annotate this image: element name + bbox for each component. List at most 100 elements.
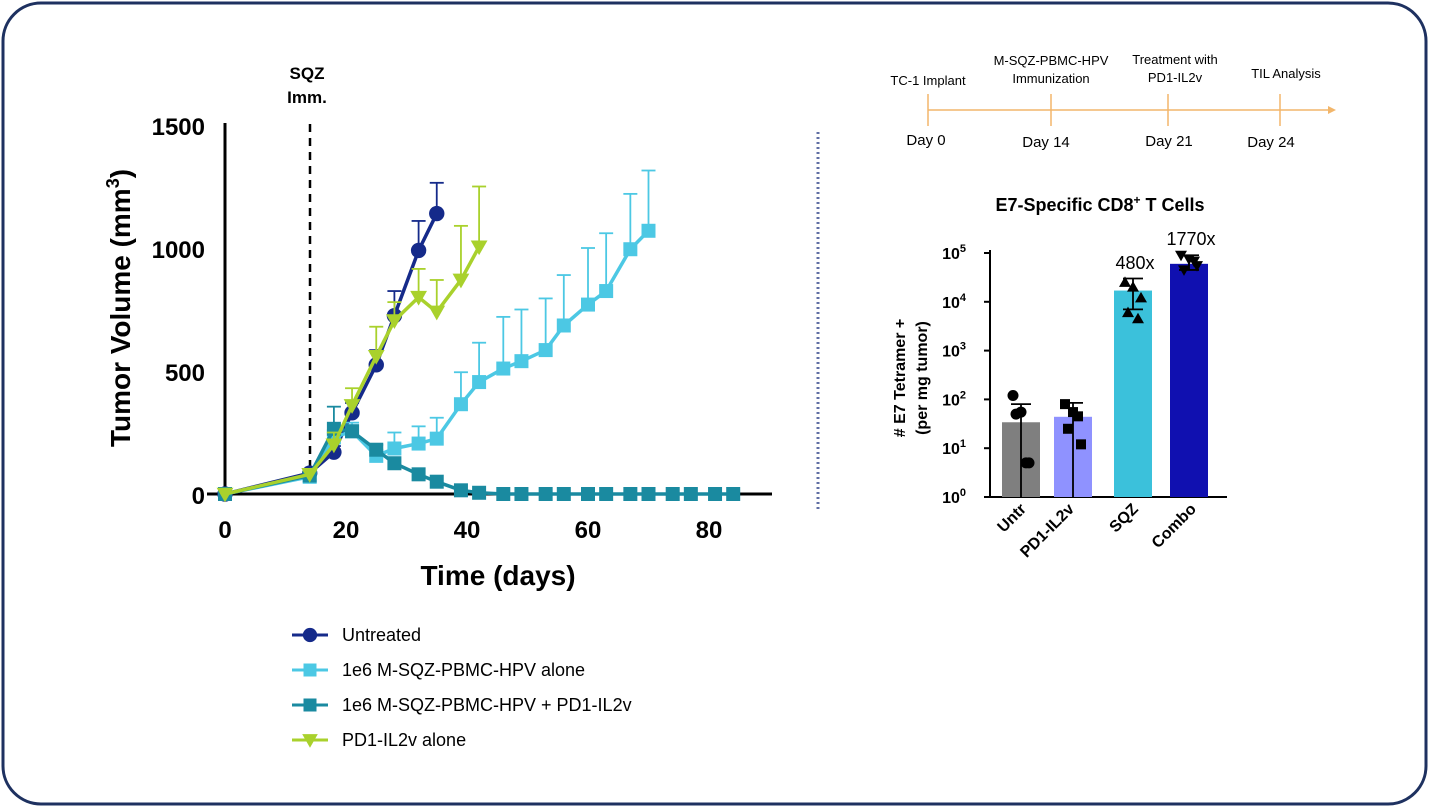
data-point	[343, 399, 361, 414]
bar-y-tick-label: 104	[942, 292, 967, 312]
bar-chart-plot-area	[1002, 250, 1208, 497]
bar-group-pd1-il2v	[1054, 399, 1092, 497]
tumor-volume-line-chart: 0 500 1000 1500 0 20 40 60 80 Time (days…	[103, 64, 772, 591]
y-tick-label: 1500	[152, 114, 205, 141]
data-point	[410, 242, 427, 259]
timeline-day-label: Day 21	[1145, 133, 1193, 150]
data-point	[428, 305, 446, 321]
data-point	[623, 242, 638, 257]
data-point	[665, 487, 680, 501]
bar-y-tick-label: 100	[942, 487, 966, 507]
data-point	[514, 487, 529, 501]
data-point	[496, 361, 511, 376]
legend-label: 1e6 M-SQZ-PBMC-HPV alone	[342, 660, 585, 680]
timeline-event-label: TIL Analysis	[1251, 66, 1321, 81]
bar-y-tick-label: 103	[942, 341, 966, 361]
bar-data-point	[1122, 306, 1134, 318]
data-point	[538, 343, 553, 358]
data-point	[623, 487, 638, 501]
series-4	[216, 185, 488, 503]
timeline-event-label: M-SQZ-PBMC-HPV	[994, 53, 1109, 68]
data-point	[581, 487, 595, 501]
timeline-event-label: TC-1 Implant	[890, 73, 966, 88]
data-point	[387, 456, 402, 471]
y-tick-label: 1000	[152, 237, 205, 264]
bar-group-combo	[1170, 250, 1208, 497]
bar-y-axis-title-line2: (per mg tumor)	[914, 321, 931, 435]
bar	[1114, 290, 1152, 497]
legend-label: PD1-IL2v alone	[342, 730, 466, 750]
data-point	[216, 487, 234, 503]
bar-data-point	[1076, 439, 1086, 450]
annotation-imm: Imm.	[287, 88, 327, 107]
bar-y-tick-label: 105	[942, 243, 966, 263]
legend-label: Untreated	[342, 625, 421, 645]
bar-y-ticks: 100 101 102 103 104 105	[942, 243, 990, 507]
data-point	[410, 290, 427, 306]
legend-swatch-marker	[302, 734, 318, 748]
timeline-day-label: Day 0	[906, 132, 945, 149]
data-point	[726, 487, 741, 501]
data-point	[472, 375, 487, 390]
data-point	[345, 424, 360, 439]
bar-data-point	[1135, 291, 1147, 303]
annotation-sqz: SQZ	[290, 64, 325, 83]
bar-chart-title: E7-Specific CD8+ T Cells	[995, 193, 1204, 215]
data-point	[367, 349, 385, 365]
legend-swatch-marker	[303, 698, 317, 712]
data-point	[386, 314, 403, 329]
data-point	[641, 487, 656, 501]
data-point	[708, 487, 723, 501]
data-point	[429, 205, 445, 222]
bar-data-point	[1188, 256, 1200, 268]
series-line	[224, 427, 734, 496]
data-point	[599, 487, 614, 501]
data-point	[453, 397, 468, 412]
y-axis-title: Tumor Volume (mm3)	[103, 169, 136, 447]
bar-data-point	[1127, 281, 1139, 292]
x-tick-label: 0	[218, 517, 231, 544]
timeline-arrowhead	[1328, 106, 1336, 114]
bar-y-tick-label: 102	[942, 389, 966, 409]
bar-group-untr	[1002, 390, 1040, 497]
data-point	[387, 441, 402, 456]
data-point	[452, 273, 470, 289]
bar-data-point	[1175, 250, 1187, 262]
bar-data-point	[1020, 457, 1032, 469]
bar-data-point	[1063, 423, 1073, 434]
legend-item-sqz-alone: 1e6 M-SQZ-PBMC-HPV alone	[292, 660, 585, 680]
bar-data-point	[1010, 408, 1022, 420]
data-point	[472, 485, 487, 500]
bar-fold-label-sqz: 480x	[1115, 253, 1154, 273]
series-line	[224, 245, 481, 496]
legend-swatch-marker	[303, 663, 317, 677]
bar-data-point	[1073, 411, 1083, 422]
e7-tcell-bar-chart: E7-Specific CD8+ T Cells 100 101 102 103 104…	[892, 193, 1227, 561]
timeline-event-label: PD1-IL2v	[1148, 70, 1203, 85]
x-tick-label: 80	[696, 517, 723, 544]
data-point	[369, 442, 384, 457]
data-point	[470, 240, 488, 256]
data-point	[453, 483, 468, 498]
x-tick-label: 40	[454, 517, 481, 544]
data-point	[301, 468, 319, 483]
data-point	[556, 487, 571, 501]
data-point	[514, 354, 529, 369]
bar-data-point	[1119, 276, 1131, 287]
data-point	[429, 431, 444, 446]
data-point	[556, 318, 571, 333]
data-point	[429, 474, 444, 489]
data-point	[683, 487, 698, 501]
timeline-event-label: Treatment with	[1132, 52, 1218, 67]
bar-group-sqz	[1114, 276, 1152, 497]
bar	[1170, 263, 1208, 497]
data-point	[538, 487, 553, 501]
x-axis-title: Time (days)	[420, 560, 575, 591]
bar-data-point	[1178, 265, 1190, 276]
data-point	[581, 297, 595, 312]
bar-data-point	[1060, 399, 1070, 410]
timeline-day-label: Day 14	[1022, 134, 1070, 151]
